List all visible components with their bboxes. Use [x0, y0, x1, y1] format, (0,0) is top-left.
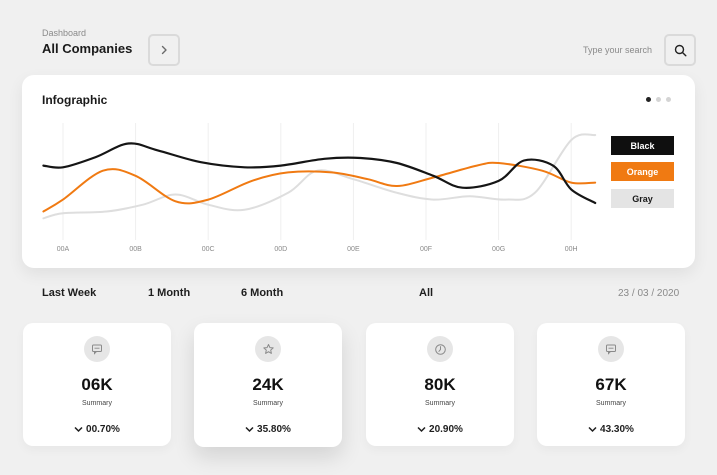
period-last-week[interactable]: Last Week: [42, 287, 97, 299]
stat-change-value: 20.90%: [429, 424, 463, 435]
x-tick-label: 00E: [347, 246, 360, 253]
search-icon: [674, 44, 686, 56]
star-icon: [262, 343, 274, 354]
stat-icon-bg: [427, 336, 453, 362]
legend-gray[interactable]: Gray: [611, 189, 674, 208]
line-chart: 00A 00B 00C 00D 00E 00F 00G 00H: [42, 123, 597, 253]
search-input[interactable]: Type your search: [583, 45, 653, 55]
stat-label: Summary: [425, 400, 455, 407]
stat-change-value: 00.70%: [86, 424, 120, 435]
chevron-down-icon: [74, 426, 83, 432]
series-line-orange: [42, 161, 597, 213]
stat-change: 43.30%: [537, 424, 685, 435]
pagination-dot-2[interactable]: [656, 97, 661, 102]
message-icon: [606, 344, 616, 355]
stat-icon-bg: [84, 336, 110, 362]
stat-change: 00.70%: [23, 424, 171, 435]
stat-value: 06K: [81, 375, 113, 394]
x-tick-label: 00A: [57, 246, 70, 253]
x-tick-label: 00H: [565, 246, 578, 253]
stat-card[interactable]: 67K Summary 43.30%: [537, 323, 685, 446]
stat-card[interactable]: 80K Summary 20.90%: [366, 323, 514, 446]
x-tick-label: 00C: [202, 246, 215, 253]
page-title: All Companies: [42, 41, 133, 56]
chevron-right-icon: [161, 45, 167, 55]
stat-label: Summary: [596, 400, 626, 407]
stat-value: 80K: [424, 375, 456, 394]
breadcrumb: Dashboard: [42, 28, 87, 38]
legend-black[interactable]: Black: [611, 136, 674, 155]
message-icon: [92, 344, 102, 355]
stat-change: 20.90%: [366, 424, 514, 435]
x-tick-label: 00B: [129, 246, 142, 253]
pagination-dot-3[interactable]: [666, 97, 671, 102]
infographic-card: Infographic 00A 00B 00C 00D 00E 00F 00G 00H Bla…: [22, 75, 695, 268]
date-label: 23 / 03 / 2020: [618, 288, 680, 299]
period-6-month[interactable]: 6 Month: [241, 287, 284, 299]
stat-value: 67K: [595, 375, 627, 394]
search-button[interactable]: [664, 34, 696, 66]
series-line-black: [42, 142, 597, 205]
pagination-dot-1[interactable]: [646, 97, 651, 102]
stat-change-value: 43.30%: [600, 424, 634, 435]
x-tick-label: 00F: [420, 246, 432, 253]
series-line-gray: [42, 133, 597, 220]
card-title: Infographic: [42, 93, 108, 107]
clock-icon: [434, 343, 446, 355]
pagination-dots[interactable]: [646, 97, 671, 102]
stat-icon-bg: [255, 336, 281, 362]
stat-card[interactable]: 24K Summary 35.80%: [194, 323, 342, 447]
stat-icon-bg: [598, 336, 624, 362]
stat-change-value: 35.80%: [257, 424, 291, 435]
period-all[interactable]: All: [419, 287, 434, 299]
chevron-down-icon: [245, 426, 254, 432]
stat-change: 35.80%: [194, 424, 342, 435]
stat-value: 24K: [252, 375, 284, 394]
period-1-month[interactable]: 1 Month: [148, 287, 191, 299]
x-tick-label: 00G: [492, 246, 505, 253]
x-tick-label: 00D: [274, 246, 287, 253]
next-button[interactable]: [148, 34, 180, 66]
stat-card[interactable]: 06K Summary 00.70%: [23, 323, 171, 446]
stat-label: Summary: [253, 400, 283, 407]
legend-orange[interactable]: Orange: [611, 162, 674, 181]
stat-label: Summary: [82, 400, 112, 407]
chevron-down-icon: [588, 426, 597, 432]
chevron-down-icon: [417, 426, 426, 432]
